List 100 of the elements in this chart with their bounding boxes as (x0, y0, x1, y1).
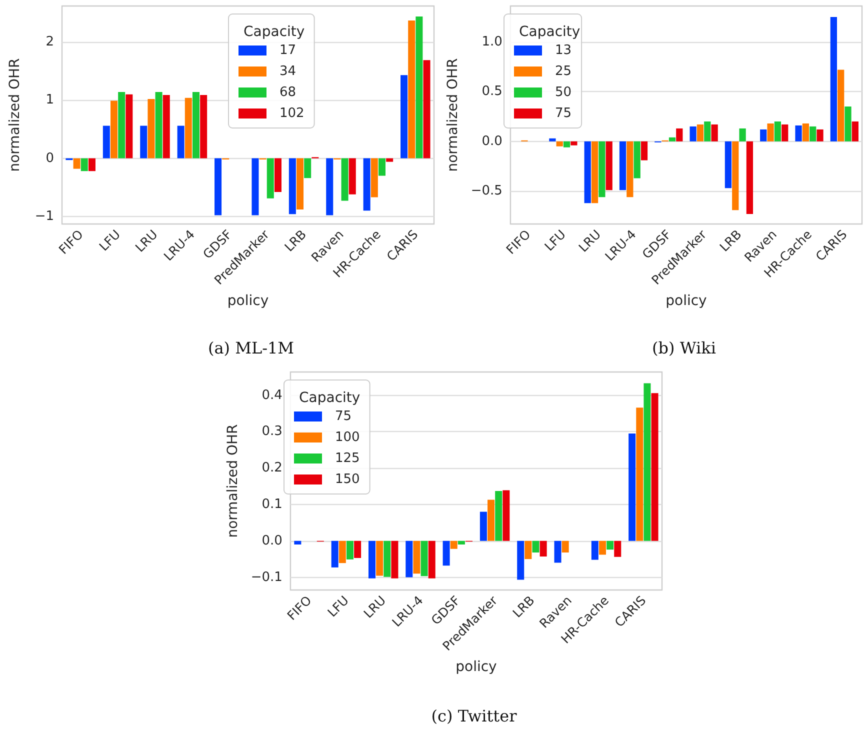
bar (420, 540, 428, 576)
bar (458, 540, 465, 545)
bar (644, 383, 651, 541)
bar (676, 128, 683, 142)
bar (126, 94, 133, 158)
y-tick-label: 2 (46, 34, 54, 50)
bar (810, 126, 816, 142)
bar (739, 128, 746, 142)
bar (80, 158, 88, 172)
bar (495, 491, 502, 541)
bar (326, 158, 334, 216)
y-tick-label: 0.1 (262, 496, 282, 512)
bar (724, 141, 732, 188)
bar (606, 141, 612, 190)
bar (591, 540, 598, 560)
bar (830, 16, 837, 142)
bar (696, 124, 704, 142)
bar (549, 138, 556, 142)
bar (110, 100, 118, 158)
bar (200, 94, 208, 158)
bar (155, 92, 162, 158)
bar (442, 540, 450, 566)
bar (517, 540, 524, 580)
bar (816, 129, 824, 142)
bar (73, 158, 80, 169)
text: (b) Wiki (652, 338, 716, 358)
bar (488, 500, 495, 541)
bar (802, 123, 810, 142)
bar (634, 141, 640, 178)
bar (331, 540, 338, 568)
text: (c) Twitter (431, 706, 518, 726)
bar (502, 490, 510, 541)
bar (732, 141, 739, 210)
bar (338, 540, 346, 564)
bar (606, 540, 614, 550)
bar (651, 393, 658, 541)
y-tick-label: 0.2 (262, 460, 282, 476)
bar (386, 158, 394, 162)
legend-label: 75 (335, 409, 352, 424)
bar (774, 121, 782, 142)
bar (562, 540, 569, 553)
bar (102, 126, 110, 158)
bar (266, 158, 274, 198)
bar (554, 540, 562, 563)
bar (795, 125, 802, 142)
legend-label: 75 (555, 106, 572, 121)
y-axis-title: normalized OHR (225, 424, 241, 538)
y-tick-label: −0.1 (250, 570, 282, 585)
bar (288, 158, 296, 214)
bar (148, 99, 155, 158)
bar (767, 123, 774, 142)
legend-label: 50 (555, 85, 572, 100)
bar (214, 158, 222, 216)
bar (296, 158, 304, 210)
bar (406, 540, 413, 578)
text: (a) ML-1M (208, 338, 294, 358)
y-axis-title: normalized OHR (7, 58, 23, 172)
legend-label: 100 (335, 430, 360, 445)
bar (423, 60, 430, 158)
legend-title: Capacity (299, 390, 360, 406)
bar (570, 141, 578, 146)
bar (184, 98, 192, 158)
bar (368, 540, 376, 578)
bar (391, 540, 398, 578)
bar (563, 141, 570, 148)
bar (450, 540, 458, 549)
bar (162, 94, 170, 158)
bar (782, 124, 788, 142)
bar (354, 540, 362, 558)
bar (88, 158, 96, 172)
bar (760, 129, 767, 142)
y-tick-label: 1.0 (482, 34, 502, 50)
bar (591, 141, 598, 204)
bar (584, 141, 591, 204)
y-tick-label: 1 (46, 92, 54, 108)
bar (690, 126, 696, 142)
bar (636, 408, 644, 541)
bar (540, 540, 547, 557)
legend-label: 25 (555, 64, 572, 79)
bar (304, 158, 312, 178)
legend-label: 125 (335, 451, 360, 466)
bar (118, 92, 126, 158)
bar (628, 434, 636, 541)
y-tick-label: 0.3 (262, 424, 282, 440)
bar (746, 141, 754, 214)
bar (844, 106, 852, 142)
bar (192, 92, 200, 158)
bar (400, 75, 408, 158)
legend-label: 17 (280, 43, 296, 58)
bar (428, 540, 436, 578)
legend-label: 13 (555, 43, 572, 58)
bar (378, 158, 386, 176)
bar (408, 20, 416, 158)
bar (363, 158, 370, 211)
y-tick-label: 0.0 (482, 134, 502, 149)
y-axis-title: normalized OHR (445, 58, 461, 172)
bar (619, 141, 626, 190)
bar (346, 540, 354, 560)
bar (524, 540, 532, 560)
y-tick-label: 0.5 (482, 84, 502, 100)
